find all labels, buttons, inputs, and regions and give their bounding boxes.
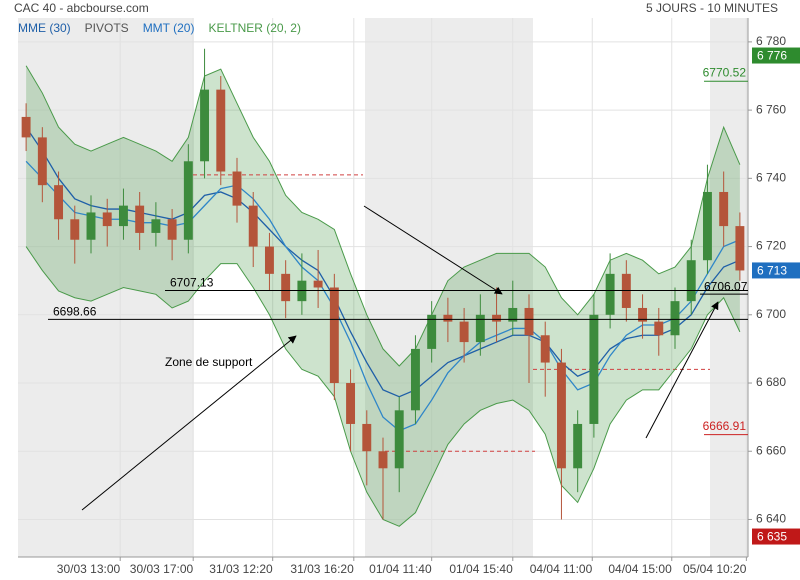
arrow <box>81 335 297 511</box>
candle-body <box>281 273 291 302</box>
level-label: 6707.13 <box>170 276 214 290</box>
legend-entry: PIVOTS <box>85 21 129 35</box>
annotation: Zone de support <box>165 355 253 369</box>
x-tick-label: 31/03 16:20 <box>290 562 354 576</box>
price-box-label: 6 713 <box>757 264 787 278</box>
candle-body <box>475 314 485 343</box>
candle-body <box>151 219 161 233</box>
candle-body <box>605 273 615 315</box>
shade <box>710 18 748 557</box>
session-shading <box>18 18 748 557</box>
candle-body <box>135 205 145 233</box>
x-tick-label: 30/03 17:00 <box>130 562 194 576</box>
y-tick-label: 6 680 <box>756 375 786 389</box>
candle-body <box>719 191 729 227</box>
x-tick-label: 05/04 10:20 <box>683 562 747 576</box>
candle-body <box>508 307 518 322</box>
candle-body <box>54 185 64 220</box>
legend-entry: MME (30) <box>18 21 71 35</box>
candle-body <box>200 89 210 162</box>
level-label: 6698.66 <box>53 305 97 319</box>
keltner-line <box>25 65 741 367</box>
y-tick-label: 6 660 <box>756 443 786 457</box>
x-tick-label: 04/04 11:00 <box>530 562 593 576</box>
shade <box>18 18 193 557</box>
keltner-line <box>25 246 741 527</box>
legend-entry: MMT (20) <box>143 21 195 35</box>
candle-body <box>702 191 712 261</box>
candle-body <box>167 219 177 240</box>
candle-body <box>459 321 469 343</box>
candle-body <box>183 161 193 240</box>
candle-body <box>346 383 356 424</box>
candle-body <box>70 219 80 240</box>
candle-body <box>102 212 112 227</box>
candle-body <box>589 314 599 424</box>
candle-body <box>37 137 47 186</box>
price-box <box>752 47 800 64</box>
x-tick-label: 31/03 12:20 <box>209 562 273 576</box>
candle-body <box>410 348 420 411</box>
candle-body <box>362 423 372 452</box>
x-tick-label: 01/04 15:40 <box>449 562 513 576</box>
band-label: 6770.52 <box>703 65 747 79</box>
candle-body <box>573 423 583 469</box>
y-tick-label: 6 780 <box>756 34 786 48</box>
price-box-label: 6 776 <box>757 49 787 63</box>
band-label: 6666.91 <box>703 419 747 433</box>
chart-subtitle: 5 JOURS - 10 MINUTES <box>646 1 778 15</box>
candle-body <box>556 362 566 469</box>
candle-body <box>329 287 339 384</box>
y-tick-label: 6 700 <box>756 307 786 321</box>
arrow <box>363 205 503 295</box>
candle-body <box>86 212 96 240</box>
candle-body <box>670 301 680 336</box>
candle-body <box>540 335 550 363</box>
candle-body <box>313 280 323 288</box>
candle-body <box>492 314 502 322</box>
y-tick-label: 6 640 <box>756 512 786 526</box>
candle-body <box>427 314 437 349</box>
price-box <box>752 528 800 545</box>
candle-body <box>378 451 388 469</box>
candle-body <box>232 171 242 206</box>
candle-body <box>248 205 258 247</box>
candle-body <box>216 89 226 172</box>
candle-body <box>638 307 648 322</box>
candle-body <box>21 116 31 138</box>
x-tick-label: 04/04 15:00 <box>608 562 672 576</box>
x-tick-label: 01/04 11:40 <box>369 562 432 576</box>
candle-body <box>686 260 696 302</box>
y-tick-label: 6 740 <box>756 171 786 185</box>
price-box-label: 6 635 <box>757 530 787 544</box>
level-label: 6706.07 <box>704 279 748 293</box>
legend-entry: KELTNER (20, 2) <box>208 21 300 35</box>
candle-body <box>394 410 404 469</box>
shade <box>365 18 533 557</box>
candle-body <box>735 226 745 271</box>
moving-average <box>25 160 741 432</box>
candle-body <box>264 246 274 274</box>
x-tick-label: 30/03 13:00 <box>57 562 121 576</box>
price-box <box>752 262 800 279</box>
arrow <box>645 301 719 439</box>
y-tick-label: 6 760 <box>756 102 786 116</box>
candle-body <box>654 321 664 336</box>
candle-body <box>118 205 128 227</box>
candle-body <box>524 307 534 336</box>
y-tick-label: 6 720 <box>756 239 786 253</box>
candle-body <box>443 314 453 322</box>
chart-title: CAC 40 - abcbourse.com <box>14 1 149 15</box>
